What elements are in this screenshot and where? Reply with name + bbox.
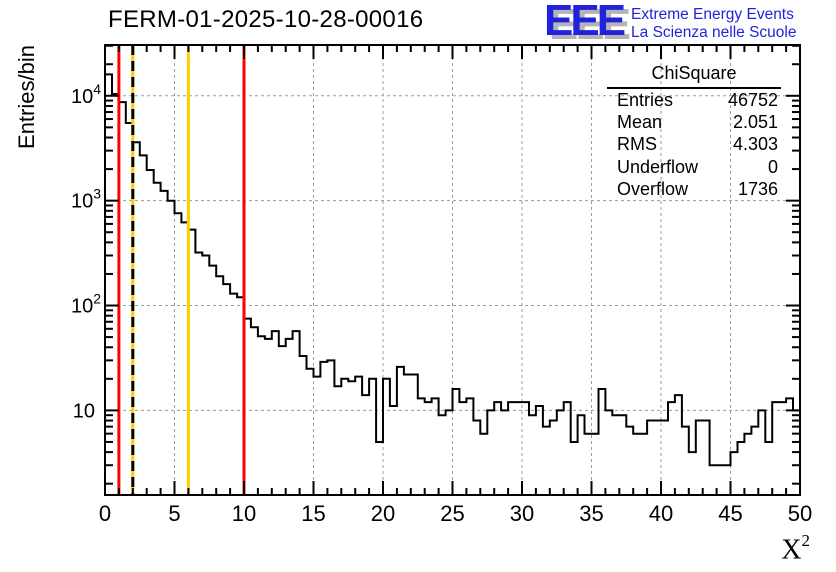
- stats-row-value: 0: [767, 156, 778, 177]
- stats-row-value: 4.303: [732, 134, 778, 155]
- y-tick-label: 10: [73, 400, 95, 422]
- stats-row-value: 1736: [737, 178, 778, 199]
- stats-box-title: ChiSquare: [607, 63, 781, 89]
- x-axis-title: X2: [730, 531, 811, 566]
- x-tick-label: 50: [788, 501, 812, 526]
- x-axis-title-exponent: 2: [801, 531, 811, 550]
- stats-row: Overflow 1736: [607, 178, 781, 200]
- x-tick-label: 40: [649, 501, 673, 526]
- axis-ticks: [104, 44, 801, 495]
- x-tick-label: 0: [99, 501, 111, 526]
- y-tick-label: 104: [71, 81, 101, 108]
- stats-row: Entries 46752: [607, 89, 781, 111]
- x-tick-label: 30: [510, 501, 534, 526]
- eee-logo-acronym: EEE: [544, 0, 626, 45]
- x-tick-label: 35: [579, 501, 603, 526]
- x-tick-label: 45: [718, 501, 742, 526]
- stats-row-label: Overflow: [617, 178, 689, 199]
- x-tick-label: 5: [168, 501, 180, 526]
- stats-row-label: Underflow: [617, 156, 699, 177]
- gridlines: [105, 45, 800, 495]
- histogram-line: [105, 73, 800, 467]
- stats-row-label: Entries: [617, 89, 674, 110]
- eee-logo-line1: Extreme Energy Events: [631, 6, 794, 23]
- stats-row-label: RMS: [617, 134, 657, 155]
- y-axis-title: Entries/bin: [14, 45, 39, 149]
- eee-logo-line2: La Scienza nelle Scuole: [631, 24, 797, 41]
- stats-box-rows: Entries 46752 Mean 2.051 RMS 4.303 Underflow 0 O…: [607, 89, 781, 200]
- x-tick-label: 20: [371, 501, 395, 526]
- stats-box: ChiSquare Entries 46752 Mean 2.051 RMS 4.303 U…: [607, 63, 781, 200]
- x-tick-label: 25: [440, 501, 464, 526]
- eee-logo-caption: Extreme Energy Events La Scienza nelle S…: [631, 2, 796, 42]
- y-tick-label: 103: [71, 186, 101, 213]
- stats-row-value: 2.051: [732, 111, 778, 132]
- page-title: FERM-01-2025-10-28-00016: [108, 6, 424, 33]
- stats-row: Underflow 0: [607, 156, 781, 178]
- stats-row: Mean 2.051: [607, 111, 781, 133]
- x-axis-title-base: X: [781, 534, 802, 566]
- x-tick-label: 10: [232, 501, 256, 526]
- stats-row: RMS 4.303: [607, 134, 781, 156]
- y-tick-label: 102: [71, 291, 101, 318]
- x-tick-label: 15: [301, 501, 325, 526]
- eee-logo: EEE Extreme Energy Events La Scienza nel…: [544, 0, 797, 45]
- stats-row-value: 46752: [727, 89, 778, 110]
- tick-labels: 0 5 10 15 20 25 30 35 40 45 50 104 103 102 10: [71, 81, 812, 526]
- stats-row-label: Mean: [617, 111, 663, 132]
